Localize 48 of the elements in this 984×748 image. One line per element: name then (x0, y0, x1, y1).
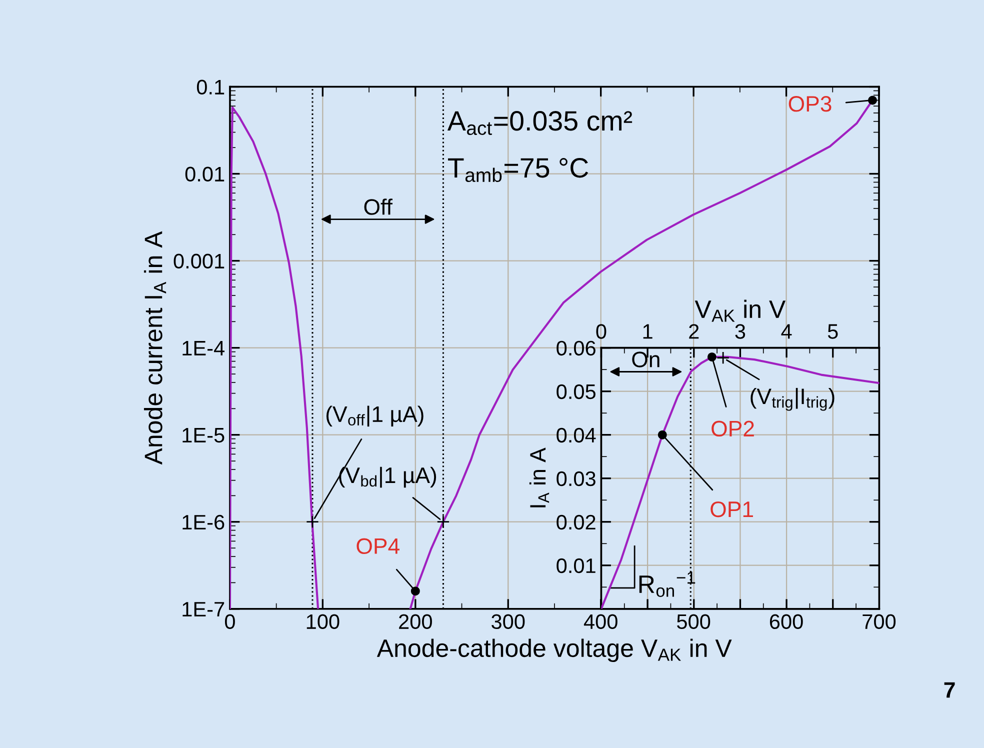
y-tick-label: 0.04 (556, 428, 596, 443)
annotation: (V$_{off}$|1 µA) (326, 406, 424, 427)
x-tick-label: 1 (643, 324, 652, 339)
annotation: Off (364, 198, 393, 215)
y-tick-label: 0.05 (556, 384, 596, 400)
y-tick-label: 1E-6 (182, 514, 224, 530)
x-axis-title: Anode-cathode voltage V$_{AK}$ in V (376, 638, 732, 662)
x-tick-label: 5 (828, 324, 838, 339)
annotation: OP3 (788, 96, 832, 112)
point (707, 352, 716, 362)
point (436, 515, 450, 528)
x-tick-label: 200 (399, 614, 432, 630)
y-tick-label: 1E-5 (182, 428, 224, 443)
y-tick-label: 0.02 (556, 514, 596, 530)
x-tick-label: 700 (862, 614, 896, 630)
text: 7 (944, 682, 955, 698)
annotation: T$_{amb}$=75 °C (448, 158, 588, 182)
x-tick-label: 500 (677, 614, 710, 630)
x-axis-title: V$_{AK}$ in V (694, 300, 786, 322)
y-axis-title: Anode current I$_{A}$ in A (144, 231, 166, 465)
y-tick-label: 1E-4 (182, 341, 224, 356)
x-tick-label: 0 (224, 614, 235, 630)
y-tick-label: 0.01 (185, 166, 224, 182)
point (658, 430, 667, 440)
annotation: OP4 (356, 538, 400, 554)
line-series (230, 106, 320, 609)
x-tick-label: 600 (770, 614, 803, 630)
x-tick-label: 0 (596, 324, 606, 339)
point (716, 351, 730, 364)
y-tick-label: 0.03 (556, 471, 596, 486)
annotation: (V$_{trig}$|I$_{trig}$) (750, 388, 834, 411)
annotation: A$_{act}$=0.035 cm² (447, 111, 632, 136)
y-axis-title: I$_{A}$ in A (529, 448, 550, 508)
y-tick-label: 1E-7 (182, 602, 224, 616)
annotation: OP1 (710, 501, 753, 518)
x-tick-label: 4 (781, 324, 792, 339)
y-tick-label: 0.01 (556, 558, 596, 574)
annotation: On (632, 352, 660, 368)
x-tick-label: 300 (492, 614, 525, 630)
point (410, 586, 420, 596)
x-tick-label: 400 (584, 614, 618, 630)
x-tick-label: 100 (306, 614, 340, 630)
annotation: OP2 (712, 420, 754, 437)
y-tick-label: 0.001 (174, 254, 224, 269)
x-tick-label: 3 (735, 324, 746, 339)
y-tick-label: 0.06 (556, 340, 596, 356)
x-tick-label: 2 (689, 324, 699, 339)
y-tick-label: 0.1 (196, 80, 224, 95)
